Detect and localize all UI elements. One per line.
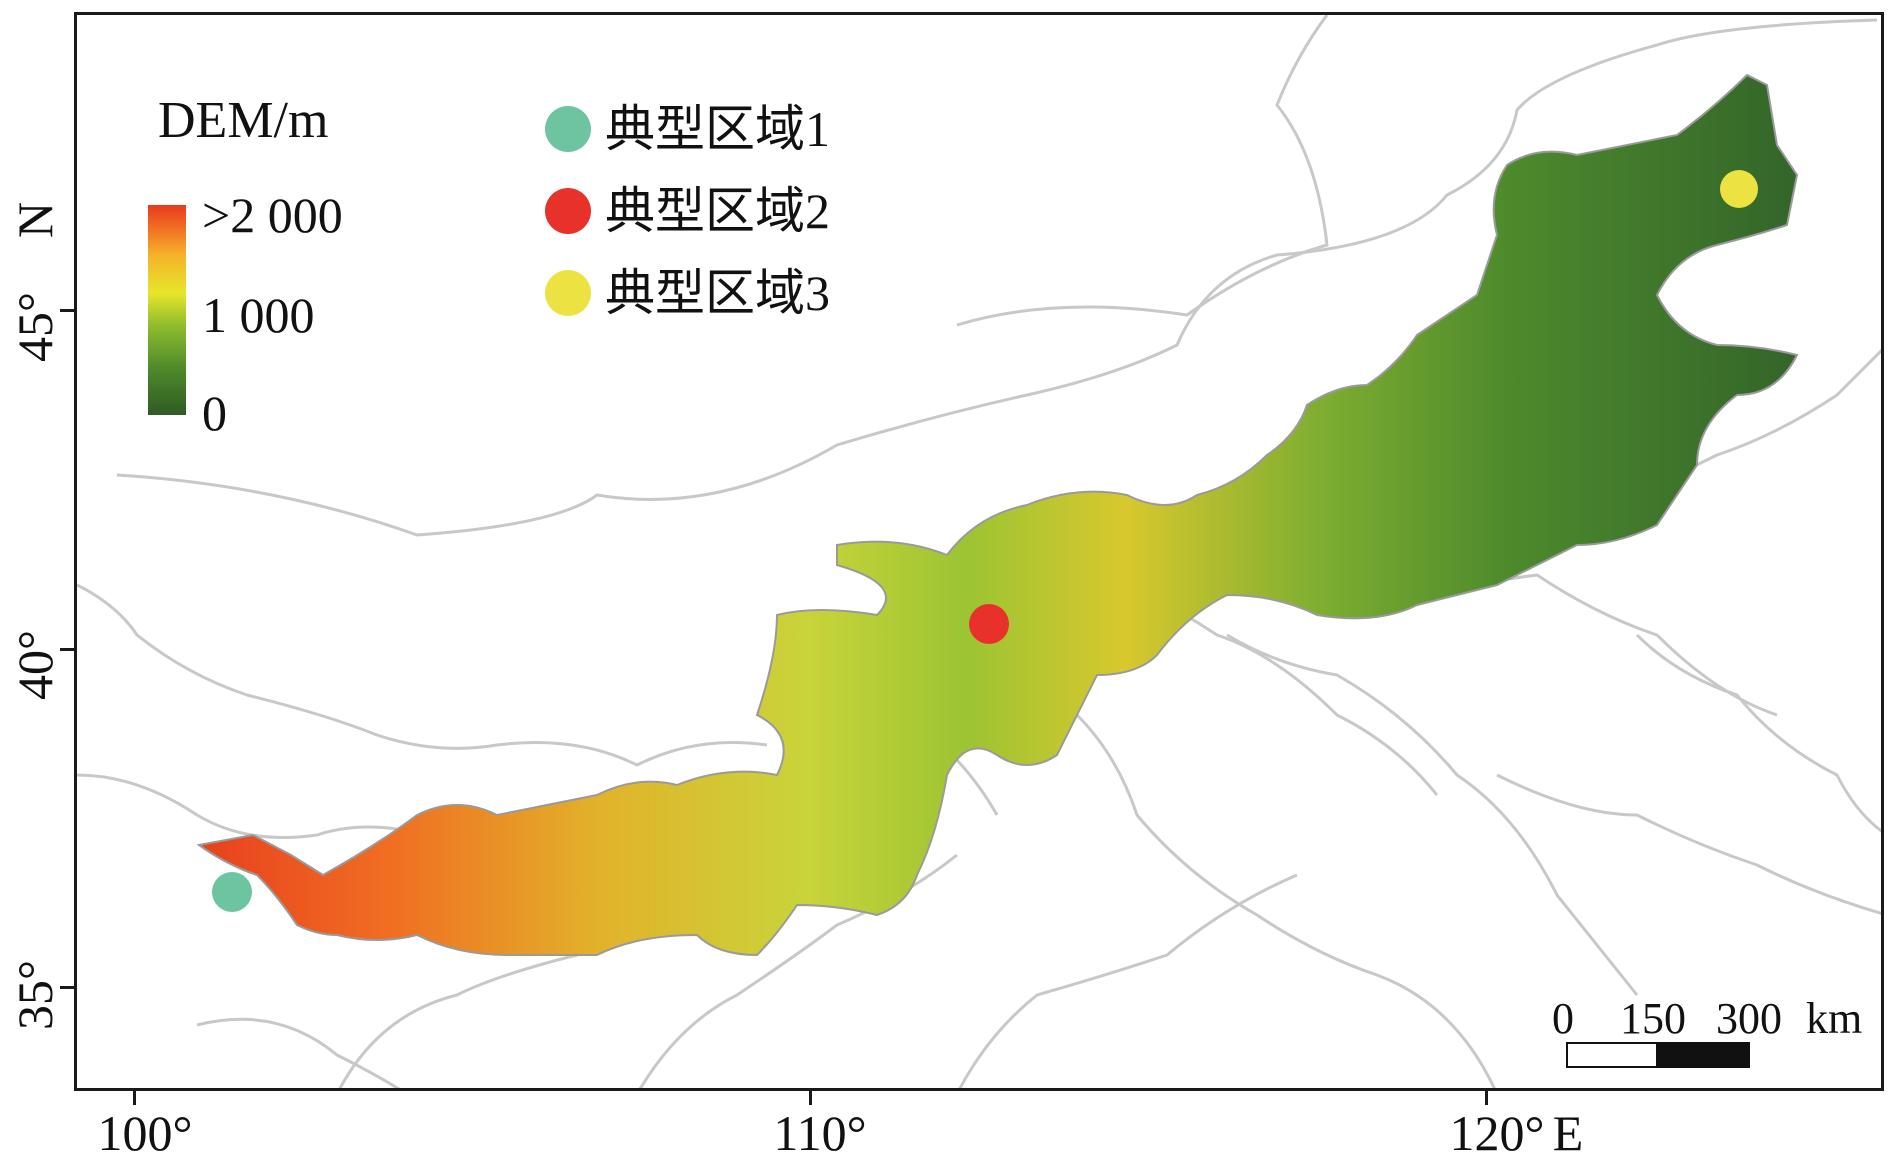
y-tick-label-40: 40° xyxy=(7,630,63,700)
y-tick-label-45: 45° xyxy=(7,292,63,362)
scale-label-150: 150 xyxy=(1620,994,1686,1043)
x-tick-label-110: 110° xyxy=(773,1105,867,1161)
legend-site-3: 典型区域3 xyxy=(545,268,830,318)
y-tick-40 xyxy=(60,648,74,651)
x-tick-100 xyxy=(133,1091,136,1105)
x-tick-110 xyxy=(809,1091,812,1105)
site-3-label: 典型区域3 xyxy=(605,265,830,321)
legend-site-1: 典型区域1 xyxy=(545,104,830,154)
map-frame xyxy=(74,12,1884,1091)
legend-title: DEM/m xyxy=(158,92,329,149)
colorbar-mid-label: 1 000 xyxy=(202,287,315,343)
y-tick-35 xyxy=(60,986,74,989)
site-1-marker-icon xyxy=(545,106,591,152)
dem-region xyxy=(196,73,1799,957)
x-tick-label-120: 120° xyxy=(1449,1105,1545,1161)
scale-bar-white xyxy=(1566,1042,1658,1068)
x-tick-label-100: 100° xyxy=(97,1105,193,1161)
y-axis-unit-label: N xyxy=(7,201,63,238)
x-tick-120 xyxy=(1485,1091,1488,1105)
map-marker-site-2 xyxy=(969,604,1009,644)
y-tick-45 xyxy=(60,309,74,312)
colorbar-low-label: 0 xyxy=(202,385,227,441)
scale-label-300: 300 xyxy=(1716,994,1782,1043)
site-1-label: 典型区域1 xyxy=(605,101,830,157)
site-2-label: 典型区域2 xyxy=(605,183,830,239)
x-axis-unit-label: E xyxy=(1552,1105,1584,1161)
map-canvas xyxy=(77,15,1881,1088)
dem-colorbar xyxy=(148,205,186,415)
colorbar-high-label: >2 000 xyxy=(202,187,343,243)
y-tick-label-35: 35° xyxy=(7,960,63,1030)
scale-label-0: 0 xyxy=(1552,994,1574,1043)
scale-unit-label: km xyxy=(1806,994,1863,1043)
legend-site-2: 典型区域2 xyxy=(545,186,830,236)
scale-bar-black xyxy=(1656,1042,1750,1068)
map-marker-site-3 xyxy=(1720,170,1758,208)
site-3-marker-icon xyxy=(545,270,591,316)
map-marker-site-1 xyxy=(212,872,252,912)
site-2-marker-icon xyxy=(545,188,591,234)
